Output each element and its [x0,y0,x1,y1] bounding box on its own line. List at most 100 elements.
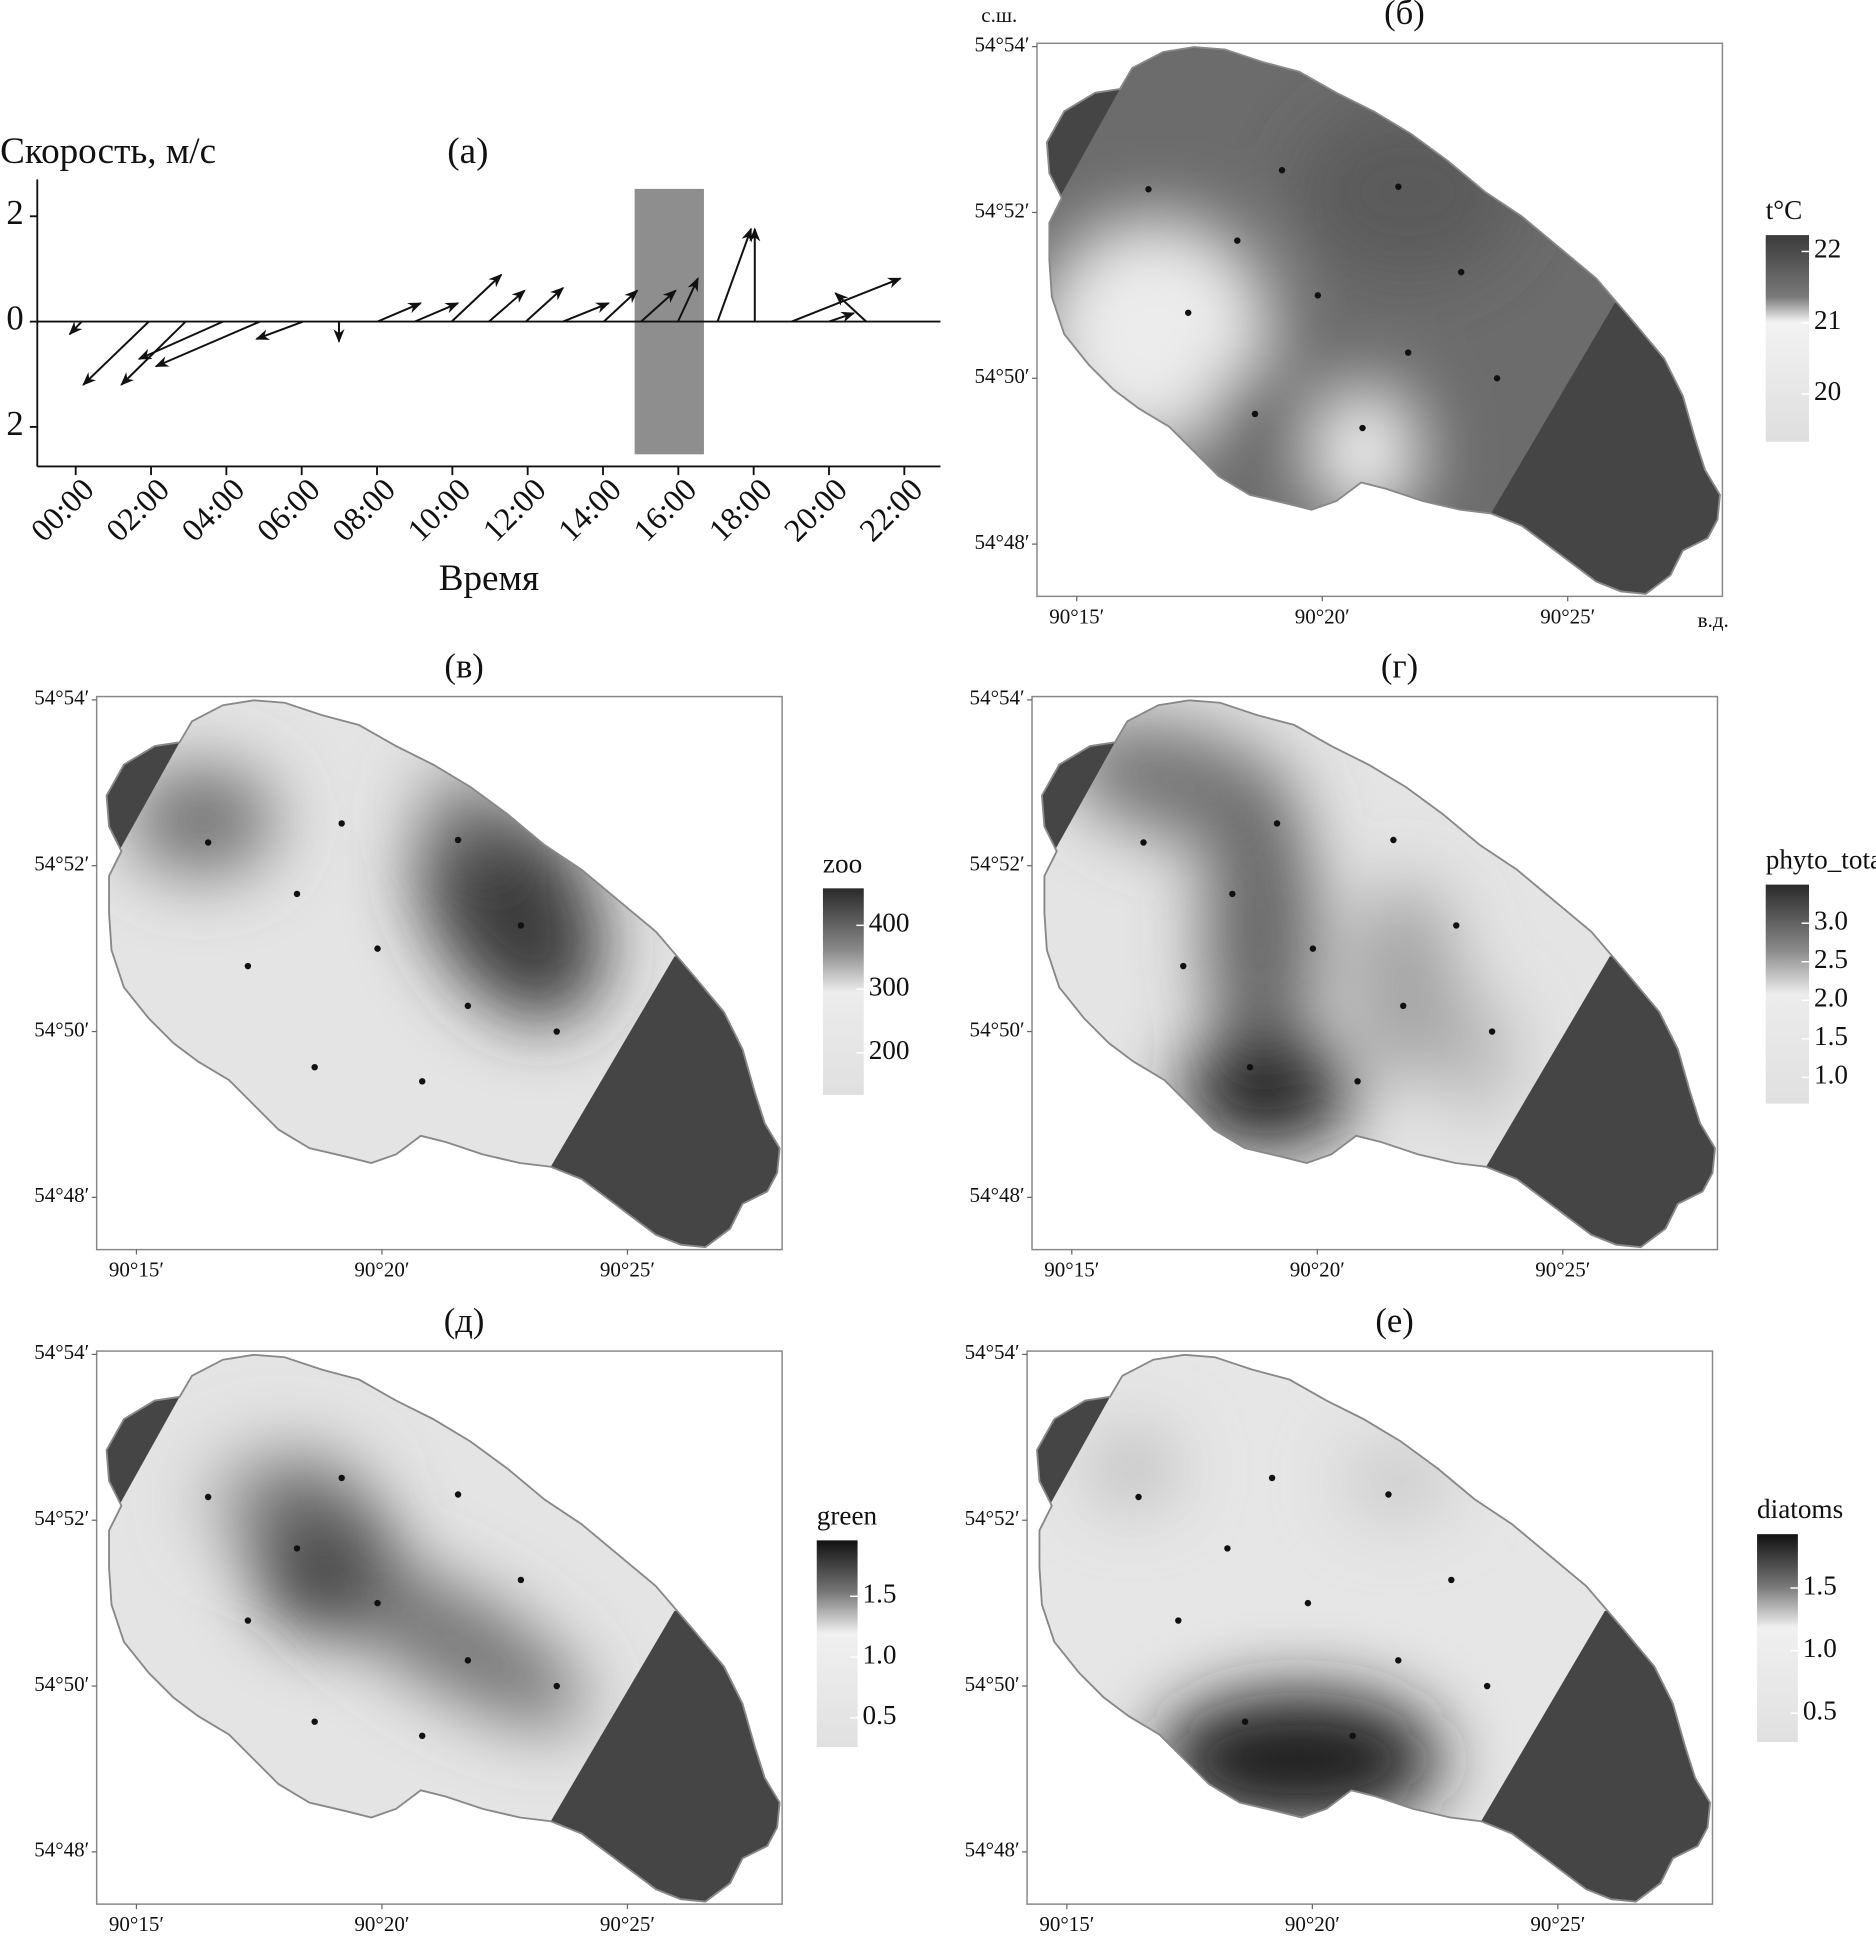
station [454,1491,462,1498]
station [374,945,381,952]
map-panel: 90°15′ 90°20′ 90°25′ 54°54′ 54°52′ 54°50′ 54°4… [970,647,1876,1281]
y-axis-title: Скорость, м/с [0,131,216,172]
station [1304,1599,1312,1607]
colorbar [1765,235,1810,442]
y-tick-label: 54°48′ [34,1838,89,1862]
colorbar-label: 0.5 [863,1700,897,1730]
x-tick-label: 20:00 [777,471,854,548]
station [1395,1657,1402,1664]
map-panel: 90°15′ 90°20′ 90°25′ 54°54′ 54°52′ 54°50′ 54°4… [34,1302,896,1936]
y-tick-label: 54°54′ [965,1340,1020,1364]
wind-arrow [603,289,639,323]
map-panel: 90°15′ 90°20′ 90°25′ 54°54′ 54°52′ 54°50′ 54°4… [965,1302,1844,1936]
station [1145,186,1152,193]
wind-arrow [414,302,460,323]
y-tick-label: 54°50′ [965,1672,1020,1696]
x-tick-label: 90°15′ [1039,1912,1094,1936]
panel-title: (б) [1384,0,1425,32]
wind-arrow [562,302,610,323]
x-tick-label: 90°15′ [109,1258,164,1282]
station [464,1657,472,1664]
shading [1088,1431,1454,1828]
station [1400,1002,1407,1010]
wind-arrow [377,302,422,323]
x-tick-label: 06:00 [249,471,326,548]
x-tick-label: 10:00 [400,471,477,548]
station [1453,922,1460,929]
panel-title: (г) [1381,647,1418,685]
colorbar-label: 1.5 [1814,1021,1848,1051]
wind-arrow [488,289,526,323]
y-tick-label: 54°48′ [970,1183,1025,1207]
x-tick-label: 12:00 [475,471,552,548]
lake-outline [1036,1353,1711,1903]
panel-title: (е) [1375,1302,1413,1340]
shade-blob [1156,1691,1442,1828]
station [517,922,525,929]
colorbar-label: 2.5 [1814,944,1848,974]
y-tick-label: 54°54′ [34,1340,89,1364]
colorbar [1765,884,1810,1104]
x-axis-title: Время [439,558,539,599]
station [1448,1576,1455,1584]
station [1241,1718,1249,1725]
station [1229,890,1236,898]
station [374,1599,381,1607]
y-tick-label: 54°52′ [975,198,1030,222]
station [553,1682,560,1690]
station [1135,1493,1142,1501]
wind-arrow [450,273,503,323]
station [1385,1491,1392,1498]
station [1175,1617,1182,1624]
lake-outline [1040,699,1716,1249]
y-tick-label: 54°52′ [34,1506,89,1530]
panel-title: (в) [444,647,483,685]
lake-outline [105,1353,781,1903]
station [1314,292,1322,299]
station [553,1028,560,1035]
station [1354,1078,1361,1085]
station [1251,410,1259,418]
station [1234,237,1241,244]
station [1483,1682,1491,1690]
wind-arrow [716,227,752,322]
y-tick-label: 54°50′ [34,1672,89,1696]
y-tick-label: 54°54′ [975,32,1030,56]
legend-title: t°C [1766,195,1803,225]
y-tick-label: 54°48′ [34,1183,89,1207]
station [1140,839,1147,846]
shade-blob [1180,1036,1354,1149]
station [1349,1732,1356,1740]
colorbar-label: 3.0 [1814,905,1848,935]
station [1404,349,1412,356]
colorbar-label: 0.5 [1803,1695,1837,1725]
lake-outline [1045,46,1721,595]
x-tick-label: 08:00 [325,471,402,548]
colorbar-label: 1.5 [863,1579,897,1609]
station [1309,945,1317,952]
x-tick-label: 22:00 [852,471,929,548]
shade-blob [1205,795,1317,1068]
x-tick-label: 90°25′ [600,1912,655,1936]
panel-title: (а) [447,131,488,172]
colorbar-label: 2.0 [1814,983,1848,1013]
station [1390,836,1397,844]
panel-title: (д) [444,1302,485,1340]
colorbar [816,1540,858,1747]
x-tick-label: 90°20′ [354,1258,409,1282]
colorbar-label: 200 [869,1035,910,1065]
legend-title: phyto_total [1766,845,1876,875]
y-tick-label: 2 [6,405,23,443]
y-tick-label: 54°52′ [965,1506,1020,1530]
x-tick-label: 14:00 [551,471,628,548]
station [1273,820,1281,827]
x-tick-label: 90°20′ [1290,1258,1345,1282]
x-tick-label: 02:00 [99,471,176,548]
lake-field [1036,1354,1711,1902]
x-tick-label: 16:00 [626,471,703,548]
wind-arrow [640,289,677,323]
x-tick-label: 00:00 [23,471,100,548]
station [244,962,252,970]
wind-arrow [68,320,83,336]
legend-title: green [817,1500,878,1530]
